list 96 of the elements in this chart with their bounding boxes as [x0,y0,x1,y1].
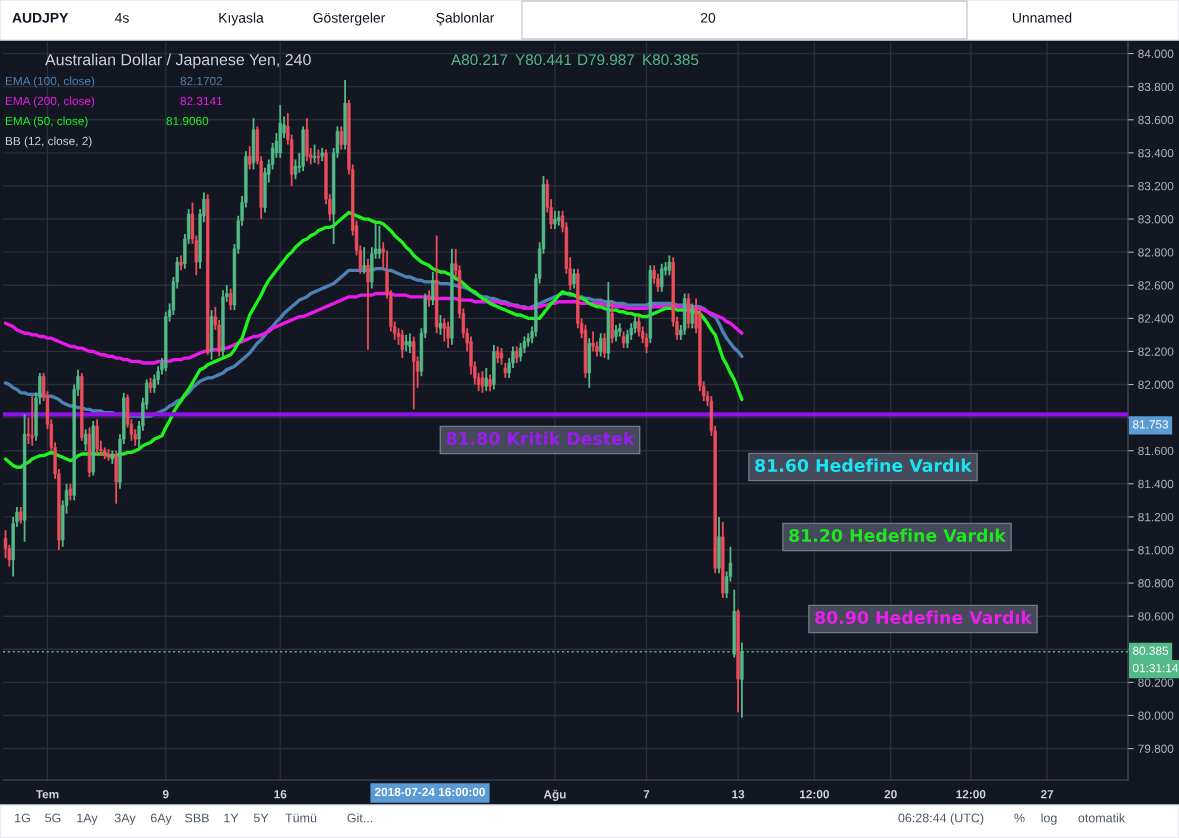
text: 2018-07-24 16:00:00 [374,787,485,797]
text: 06:28:44 (UTC) [898,813,984,825]
y-tick-label: 84.000 [1138,49,1174,58]
x-tick-label: 27 [1040,790,1054,799]
y-tick-label: 80.000 [1138,711,1174,720]
candlestick [400,329,404,359]
text: 6Ay [150,813,172,825]
candlestick [446,320,450,350]
text: EMA (50, close) [5,116,88,128]
y-tick-label: 83.400 [1138,148,1174,158]
candlestick [366,257,370,351]
text: 1Ay [77,813,98,825]
y-tick-label: 79.800 [1138,744,1174,753]
x-tick-label: Tem [35,790,59,799]
candlestick [690,302,694,330]
y-tick-label: 81.200 [1138,512,1174,522]
annotation: Y80.441 [515,54,572,66]
ref-line-label: 80.385 [1133,646,1169,655]
y-tick-label: 80.800 [1138,579,1174,588]
candlestick [362,246,366,275]
annotation: 81.9060 [166,116,209,126]
text: 5G [45,813,61,823]
candlestick [438,314,443,336]
candlestick [408,332,412,354]
annotation: 81.20 Hedefine Vardık [789,528,1007,543]
candlestick [599,332,603,358]
text: Şablonlar [436,12,495,26]
y-tick-label: 82.200 [1138,347,1174,356]
text: 4s [114,13,129,23]
candlestick [667,254,672,277]
text: Tümü [285,813,317,823]
candlestick [377,224,382,260]
annotation: A80.217 [451,54,508,66]
annotation: 81.80 Kritik Destek [446,431,635,446]
candlestick [484,367,488,393]
y-tick-label: 81.000 [1138,546,1174,555]
y-tick-label: 82.400 [1138,314,1174,323]
y-tick-label: 82.600 [1138,281,1174,290]
text: Göstergeler [313,12,386,26]
annotation: 82.1702 [180,76,223,86]
y-tick-label: 82.800 [1138,248,1174,257]
candlestick [339,125,343,151]
x-tick-label: 13 [732,790,745,799]
text: 01:31:14 [1132,663,1179,673]
candlestick [602,332,607,359]
text: Australian Dollar / Japanese Yen, 240 [45,53,311,69]
x-tick-label: 12:00 [800,790,829,799]
annotation: BB (12, close, 2) [5,136,92,148]
x-tick-label: 12:00 [956,790,986,799]
y-tick-label: 80.200 [1138,678,1174,687]
text: log [1041,813,1057,825]
text: 3Ay [114,813,136,825]
candlestick [412,335,416,411]
y-tick-label: 81.400 [1138,479,1174,489]
y-tick-label: 83.000 [1138,215,1174,224]
y-tick-label: 83.800 [1138,82,1174,92]
y-tick-label: 82.000 [1138,380,1174,389]
text: % [1014,813,1025,823]
annotation: 81.60 Hedefine Vardık [755,458,973,473]
candlestick [248,145,252,171]
text: Kıyasla [219,12,264,26]
y-tick-label: 81.600 [1138,446,1174,456]
candlestick [83,428,88,452]
candlestick [591,330,595,353]
text: Git... [347,813,373,823]
text: EMA (100, close) [5,76,95,88]
text: EMA (200, close) [5,96,95,108]
x-tick-label: 16 [274,790,287,799]
annotation: 82.3141 [180,96,223,106]
text: 1G [15,813,30,823]
candlestick [480,370,485,394]
annotation: D79.987 [578,54,634,66]
candlestick [30,395,34,447]
text: 5Y [253,813,269,823]
text: otomatik [1078,813,1126,823]
x-tick-label: 7 [643,790,650,799]
y-tick-label: 80.600 [1138,612,1174,621]
candlestick [572,267,576,290]
text: Unnamed [1012,12,1072,23]
y-tick-label: 83.200 [1138,181,1174,191]
annotation: 80.90 Hedefine Vardık [815,610,1033,625]
annotation: 81.753 [1133,420,1169,429]
candlestick [553,209,557,230]
candlestick [95,418,99,455]
x-tick-label: 20 [884,790,897,799]
text: SBB [185,813,209,823]
text: AUDJPY [12,13,69,23]
candlestick [660,262,664,293]
y-tick-label: 83.600 [1138,115,1174,125]
text: 1Y [224,813,239,823]
candlestick [228,287,233,311]
x-tick-label: Ağu [543,789,566,801]
x-tick-label: 9 [162,790,169,799]
candlestick [431,271,435,307]
text: 20 [700,12,716,23]
annotation: K80.385 [643,54,699,66]
